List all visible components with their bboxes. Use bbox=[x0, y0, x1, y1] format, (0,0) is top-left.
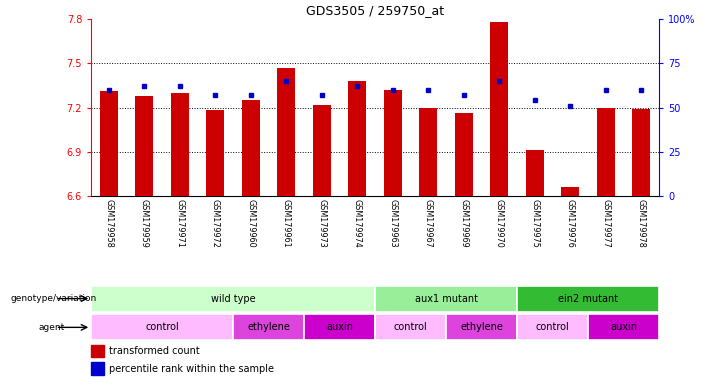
Text: GSM179977: GSM179977 bbox=[601, 200, 610, 248]
Bar bbox=[375, 314, 446, 340]
Bar bbox=[491, 22, 508, 196]
Text: aux1 mutant: aux1 mutant bbox=[414, 293, 477, 304]
Bar bbox=[91, 345, 104, 357]
Bar bbox=[348, 81, 366, 196]
Text: control: control bbox=[145, 322, 179, 333]
Bar bbox=[233, 314, 304, 340]
Title: GDS3505 / 259750_at: GDS3505 / 259750_at bbox=[306, 3, 444, 17]
Bar bbox=[597, 108, 615, 196]
Text: GSM179960: GSM179960 bbox=[246, 200, 255, 248]
Bar bbox=[517, 314, 588, 340]
Text: GSM179958: GSM179958 bbox=[104, 200, 114, 248]
Text: percentile rank within the sample: percentile rank within the sample bbox=[109, 364, 274, 374]
Text: GSM179959: GSM179959 bbox=[140, 200, 149, 248]
Bar bbox=[278, 68, 295, 196]
Text: GSM179978: GSM179978 bbox=[637, 200, 646, 248]
Bar bbox=[91, 362, 104, 375]
Bar bbox=[91, 286, 375, 311]
Bar bbox=[419, 108, 437, 196]
Text: GSM179970: GSM179970 bbox=[495, 200, 504, 248]
Text: ein2 mutant: ein2 mutant bbox=[558, 293, 618, 304]
Text: genotype/variation: genotype/variation bbox=[11, 294, 97, 303]
Text: control: control bbox=[394, 322, 428, 333]
Bar bbox=[526, 150, 543, 196]
Text: agent: agent bbox=[39, 323, 64, 332]
Bar bbox=[304, 314, 375, 340]
Text: GSM179976: GSM179976 bbox=[566, 200, 575, 248]
Text: GSM179967: GSM179967 bbox=[424, 200, 433, 248]
Text: GSM179973: GSM179973 bbox=[318, 200, 326, 248]
Bar bbox=[455, 113, 472, 196]
Bar bbox=[562, 187, 579, 196]
Text: transformed count: transformed count bbox=[109, 346, 200, 356]
Text: auxin: auxin bbox=[610, 322, 637, 333]
Bar bbox=[91, 314, 233, 340]
Bar bbox=[135, 96, 154, 196]
Bar bbox=[207, 111, 224, 196]
Text: wild type: wild type bbox=[211, 293, 255, 304]
Text: GSM179963: GSM179963 bbox=[388, 200, 397, 248]
Text: ethylene: ethylene bbox=[247, 322, 290, 333]
Text: auxin: auxin bbox=[326, 322, 353, 333]
Bar bbox=[446, 314, 517, 340]
Bar bbox=[313, 104, 331, 196]
Bar bbox=[242, 100, 259, 196]
Text: GSM179974: GSM179974 bbox=[353, 200, 362, 248]
Text: control: control bbox=[536, 322, 569, 333]
Bar bbox=[632, 109, 650, 196]
Text: GSM179972: GSM179972 bbox=[211, 200, 220, 248]
Text: GSM179969: GSM179969 bbox=[459, 200, 468, 248]
Text: GSM179971: GSM179971 bbox=[175, 200, 184, 248]
Bar bbox=[100, 91, 118, 196]
Bar bbox=[384, 90, 402, 196]
Bar bbox=[588, 314, 659, 340]
Text: ethylene: ethylene bbox=[460, 322, 503, 333]
Bar bbox=[375, 286, 517, 311]
Bar bbox=[171, 93, 189, 196]
Bar bbox=[517, 286, 659, 311]
Text: GSM179975: GSM179975 bbox=[530, 200, 539, 248]
Text: GSM179961: GSM179961 bbox=[282, 200, 291, 248]
